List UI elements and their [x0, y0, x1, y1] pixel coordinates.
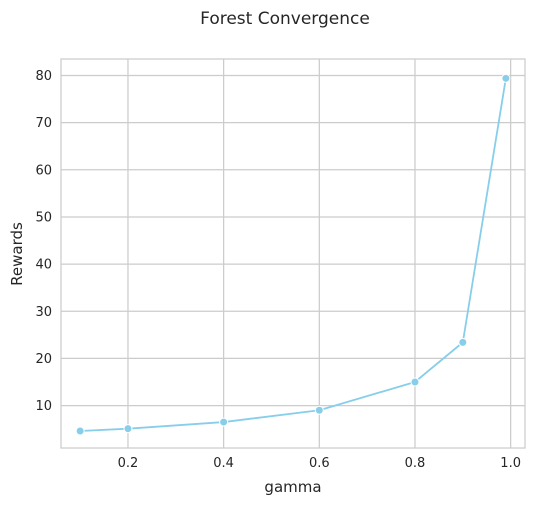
y-tick-label: 10: [35, 399, 52, 414]
y-axis-label: Rewards: [8, 222, 26, 286]
x-tick-label: 0.2: [118, 456, 139, 471]
grid-lines: [61, 59, 525, 448]
data-point: [410, 377, 420, 387]
x-tick-label: 0.6: [309, 456, 330, 471]
data-point: [501, 73, 511, 83]
data-point: [123, 424, 133, 434]
series-line: [80, 78, 507, 432]
y-tick-label: 60: [35, 163, 52, 178]
x-tick-label: 0.4: [213, 456, 234, 471]
x-tick-label: 0.8: [405, 456, 426, 471]
data-series: [75, 73, 511, 436]
y-tick-label: 50: [35, 210, 52, 225]
y-tick-label: 70: [35, 116, 52, 131]
tick-labels: 0.2 0.4 0.6 0.8 1.0 10 20 30 40 50 60 70 80: [35, 69, 521, 471]
data-point: [314, 405, 324, 415]
plot-frame: [60, 58, 526, 449]
y-tick-label: 40: [35, 258, 52, 273]
x-tick-label: 1.0: [500, 456, 521, 471]
x-axis-label: gamma: [264, 478, 321, 496]
data-point: [219, 417, 229, 427]
y-tick-label: 20: [35, 352, 52, 367]
data-point: [75, 426, 85, 436]
chart-title: Forest Convergence: [200, 9, 370, 29]
data-point: [458, 337, 468, 347]
y-tick-label: 30: [35, 305, 52, 320]
y-tick-label: 80: [35, 69, 52, 84]
